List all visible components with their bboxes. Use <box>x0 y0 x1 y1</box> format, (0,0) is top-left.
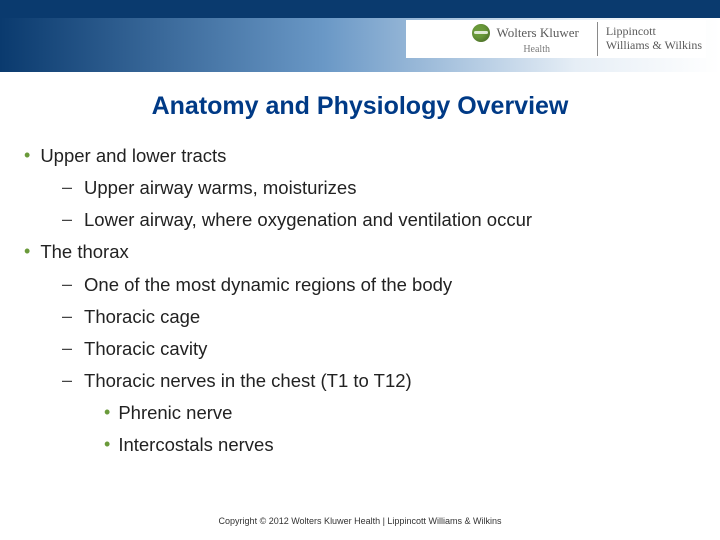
content-body: • Upper and lower tracts – Upper airway … <box>0 121 720 456</box>
bullet-level2: – Lower airway, where oxygenation and ve… <box>62 208 696 231</box>
wolters-kluwer-row: Wolters Kluwer <box>472 24 578 42</box>
wolters-kluwer-subtext: Health <box>523 44 550 55</box>
bullet-level2: – Upper airway warms, moisturizes <box>62 176 696 199</box>
lippincott-line1: Lippincott <box>606 25 702 39</box>
footer-copyright: Copyright © 2012 Wolters Kluwer Health |… <box>0 516 720 526</box>
bullet-dot-icon: • <box>104 401 110 424</box>
header-band-top <box>0 0 720 18</box>
bullet-level2: – Thoracic cage <box>62 305 696 328</box>
slide-title: Anatomy and Physiology Overview <box>0 92 720 121</box>
bullet-text: Thoracic nerves in the chest (T1 to T12) <box>84 369 412 392</box>
bullet-level2: – Thoracic cavity <box>62 337 696 360</box>
wolters-kluwer-text: Wolters Kluwer <box>496 25 578 41</box>
dash-icon: – <box>62 305 72 328</box>
wolters-kluwer-icon <box>472 24 490 42</box>
bullet-level1: • The thorax <box>24 240 696 263</box>
logo-divider <box>597 22 598 56</box>
lippincott-line2: Williams & Wilkins <box>606 39 702 53</box>
bullet-text: Thoracic cavity <box>84 337 207 360</box>
bullet-level3: • Phrenic nerve <box>104 401 696 424</box>
bullet-text: Upper airway warms, moisturizes <box>84 176 356 199</box>
bullet-level3: • Intercostals nerves <box>104 433 696 456</box>
bullet-dot-icon: • <box>24 240 30 263</box>
lippincott-logo: Lippincott Williams & Wilkins <box>606 25 702 53</box>
bullet-level2: – One of the most dynamic regions of the… <box>62 273 696 296</box>
bullet-text: Upper and lower tracts <box>40 144 226 167</box>
bullet-dot-icon: • <box>104 433 110 456</box>
dash-icon: – <box>62 208 72 231</box>
bullet-text: One of the most dynamic regions of the b… <box>84 273 452 296</box>
publisher-logo-area: Wolters Kluwer Health Lippincott William… <box>406 20 706 58</box>
wolters-kluwer-logo: Wolters Kluwer Health <box>472 24 588 55</box>
bullet-text: Intercostals nerves <box>118 433 273 456</box>
bullet-text: Phrenic nerve <box>118 401 232 424</box>
slide: Wolters Kluwer Health Lippincott William… <box>0 0 720 540</box>
dash-icon: – <box>62 176 72 199</box>
bullet-text: Lower airway, where oxygenation and vent… <box>84 208 532 231</box>
bullet-text: The thorax <box>40 240 128 263</box>
bullet-dot-icon: • <box>24 144 30 167</box>
header-band: Wolters Kluwer Health Lippincott William… <box>0 0 720 84</box>
dash-icon: – <box>62 369 72 392</box>
dash-icon: – <box>62 337 72 360</box>
bullet-level1: • Upper and lower tracts <box>24 144 696 167</box>
bullet-text: Thoracic cage <box>84 305 200 328</box>
dash-icon: – <box>62 273 72 296</box>
bullet-level2: – Thoracic nerves in the chest (T1 to T1… <box>62 369 696 392</box>
